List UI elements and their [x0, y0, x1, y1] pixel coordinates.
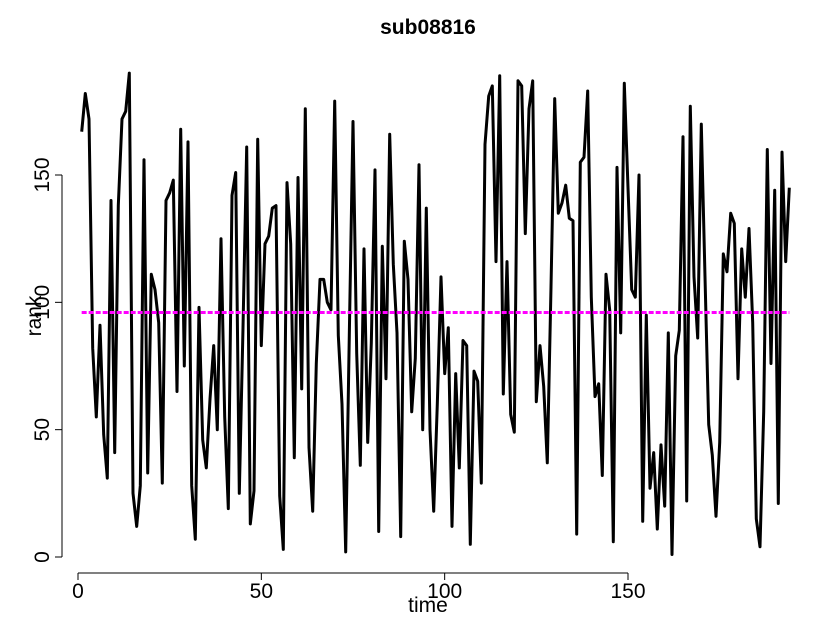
x-tick-label: 150 [610, 580, 645, 603]
plot-area [80, 71, 791, 556]
x-axis-label: time [408, 594, 448, 617]
y-tick-label: 100 [31, 285, 54, 320]
y-axis-ticks: 0 50 100 150 [31, 157, 62, 563]
x-axis-ticks: 0 50 100 150 [72, 573, 646, 603]
x-tick-label: 100 [427, 580, 462, 603]
y-axis-label: rank [23, 295, 46, 336]
chart-title: sub08816 [380, 16, 476, 39]
y-tick-label: 0 [31, 551, 54, 563]
rank-series-line [80, 71, 791, 556]
y-tick-label: 150 [31, 157, 54, 192]
x-tick-label: 50 [250, 580, 273, 603]
y-tick-label: 50 [31, 418, 54, 441]
x-tick-label: 0 [72, 580, 84, 603]
